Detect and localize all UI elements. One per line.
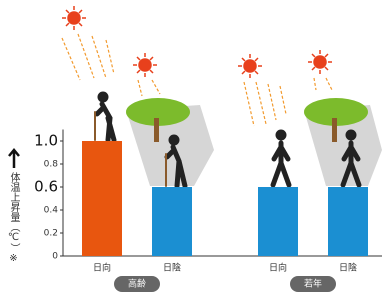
bar <box>258 187 298 256</box>
y-axis-label: 体温上昇量（℃）※ <box>8 172 20 264</box>
y-tick-label: 0 <box>52 252 58 262</box>
bar <box>328 187 368 256</box>
x-tick-label: 日陰 <box>163 262 181 274</box>
y-tick-label: 0.2 <box>44 229 58 239</box>
group-label: 高齢 <box>128 278 146 290</box>
y-tick-label: 0.8 <box>44 160 59 170</box>
y-tick-label: 0.4 <box>44 206 59 216</box>
group-label: 若年 <box>304 278 322 290</box>
bar <box>82 141 122 256</box>
bar <box>152 187 192 256</box>
x-tick-label: 日向 <box>93 262 111 274</box>
y-tick-label: 1.0 <box>34 132 58 150</box>
y-tick-label: 0.6 <box>34 178 58 196</box>
illustration <box>9 6 382 292</box>
x-tick-label: 日向 <box>269 262 287 274</box>
chart: 体温上昇量（℃）※ 高齢 若年 0 0.2 0.4 0.6 0.8 1.0 日向 日陰 日向 日陰 <box>0 0 386 292</box>
x-tick-label: 日陰 <box>339 262 357 274</box>
